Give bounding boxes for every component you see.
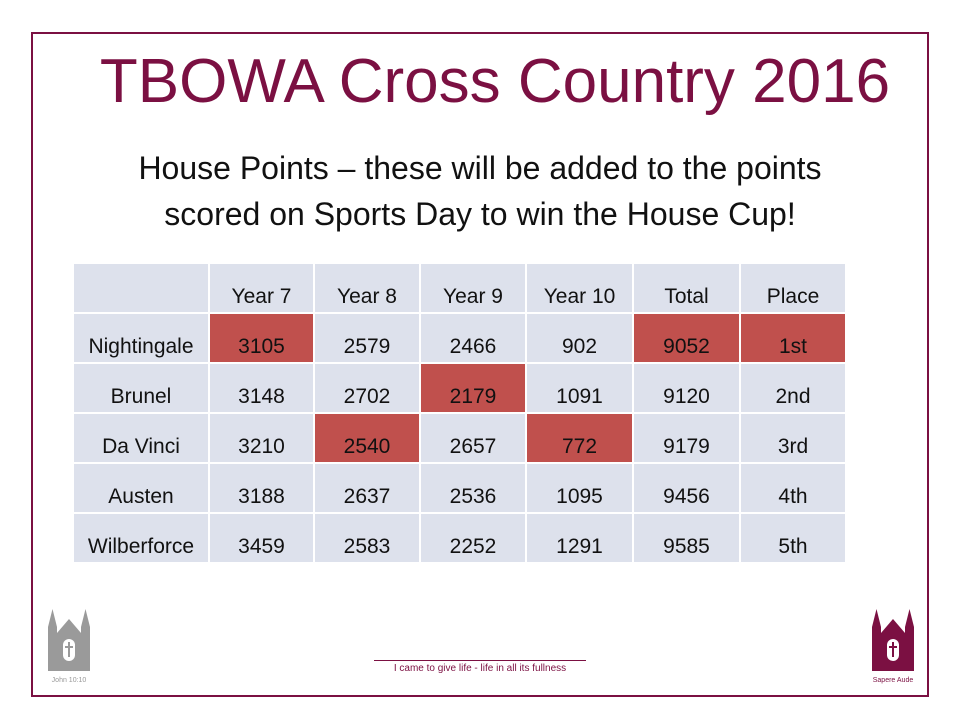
table-cell: 9585 — [632, 512, 741, 564]
table-row: Austen 3188 2637 2536 1095 9456 4th — [72, 462, 847, 514]
school-motto: I came to give life - life in all its fu… — [374, 660, 586, 674]
table-cell: 902 — [525, 312, 634, 364]
slide-title: TBOWA Cross Country 2016 — [99, 47, 891, 116]
cathedral-icon — [872, 609, 914, 671]
subtitle-line-2: scored on Sports Day to win the House Cu… — [164, 196, 796, 232]
table-cell: 2536 — [419, 462, 527, 514]
table-row: Da Vinci 3210 2540 2657 772 9179 3rd — [72, 412, 847, 464]
header-cell: Year 8 — [313, 262, 421, 314]
logo-caption-left: John 10:10 — [51, 677, 87, 684]
header-cell: Year 9 — [419, 262, 527, 314]
header-cell: Year 10 — [525, 262, 634, 314]
table-cell: 9052 — [632, 312, 741, 364]
table-cell: 1095 — [525, 462, 634, 514]
place-cell: 3rd — [739, 412, 847, 464]
table-cell: 772 — [525, 412, 634, 464]
table-cell: 1291 — [525, 512, 634, 564]
table-cell: 9179 — [632, 412, 741, 464]
table-cell: 2179 — [419, 362, 527, 414]
table-cell: 3105 — [208, 312, 315, 364]
table-cell: 2637 — [313, 462, 421, 514]
house-name-cell: Austen — [72, 462, 210, 514]
slide-subtitle: House Points – these will be added to th… — [40, 145, 920, 237]
house-name-cell: Da Vinci — [72, 412, 210, 464]
place-cell: 4th — [739, 462, 847, 514]
table-cell: 2702 — [313, 362, 421, 414]
subtitle-line-1: House Points – these will be added to th… — [138, 150, 822, 186]
table-header-row: Year 7 Year 8 Year 9 Year 10 Total Place — [72, 262, 847, 314]
house-name-cell: Brunel — [72, 362, 210, 414]
table-cell: 2540 — [313, 412, 421, 464]
house-name-cell: Wilberforce — [72, 512, 210, 564]
table-cell: 9456 — [632, 462, 741, 514]
table-cell: 2657 — [419, 412, 527, 464]
header-cell: Total — [632, 262, 741, 314]
table-cell: 2252 — [419, 512, 527, 564]
slide-border — [31, 32, 929, 697]
logo-caption-right: Sapere Aude — [872, 677, 914, 684]
cathedral-icon — [48, 609, 90, 671]
table-cell: 1091 — [525, 362, 634, 414]
header-cell: Year 7 — [208, 262, 315, 314]
house-points-table: Year 7 Year 8 Year 9 Year 10 Total Place… — [72, 262, 847, 564]
table-cell: 3188 — [208, 462, 315, 514]
header-cell: Place — [739, 262, 847, 314]
header-cell — [72, 262, 210, 314]
table-cell: 2583 — [313, 512, 421, 564]
school-logo-right: Sapere Aude — [868, 605, 918, 684]
table-cell: 3210 — [208, 412, 315, 464]
table-row: Nightingale 3105 2579 2466 902 9052 1st — [72, 312, 847, 364]
table-cell: 3148 — [208, 362, 315, 414]
table-row: Wilberforce 3459 2583 2252 1291 9585 5th — [72, 512, 847, 564]
house-name-cell: Nightingale — [72, 312, 210, 364]
table-cell: 2579 — [313, 312, 421, 364]
table-row: Brunel 3148 2702 2179 1091 9120 2nd — [72, 362, 847, 414]
place-cell: 1st — [739, 312, 847, 364]
table-cell: 3459 — [208, 512, 315, 564]
place-cell: 5th — [739, 512, 847, 564]
table-cell: 9120 — [632, 362, 741, 414]
table-cell: 2466 — [419, 312, 527, 364]
school-logo-left: John 10:10 — [44, 605, 94, 684]
place-cell: 2nd — [739, 362, 847, 414]
